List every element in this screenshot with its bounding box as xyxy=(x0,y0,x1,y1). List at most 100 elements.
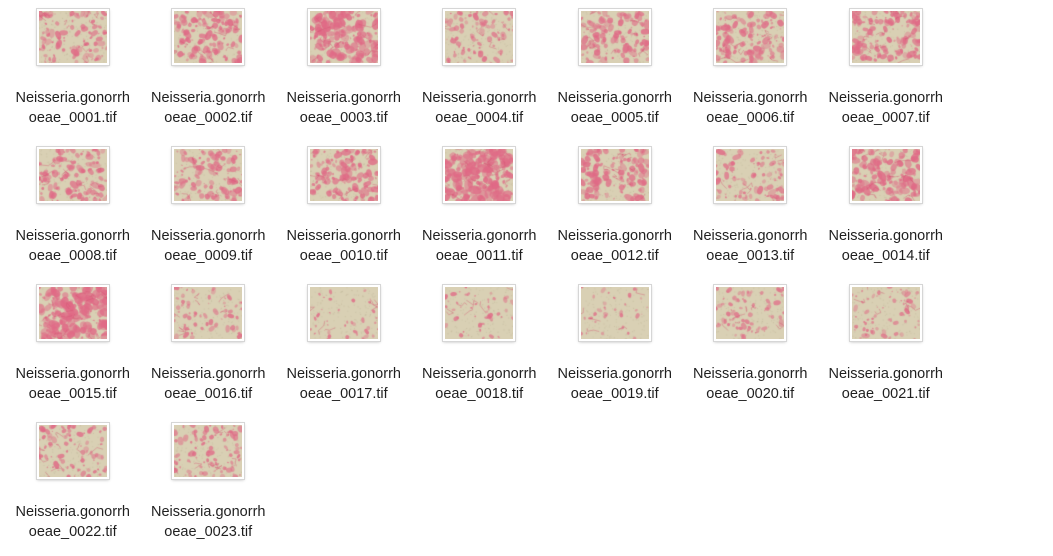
micrograph-thumbnail-icon[interactable] xyxy=(172,423,245,479)
file-name-label[interactable]: Neisseria.gonorrh oeae_0019.tif xyxy=(547,364,682,404)
micrograph-thumbnail-icon[interactable] xyxy=(578,147,651,203)
file-name-line-1: Neisseria.gonorrh xyxy=(151,228,266,244)
file-item[interactable]: Neisseria.gonorrh oeae_0009.tif xyxy=(141,142,277,280)
micrograph-thumbnail-icon[interactable] xyxy=(849,9,922,65)
micrograph-thumbnail-icon[interactable] xyxy=(714,285,787,341)
file-item[interactable]: Neisseria.gonorrh oeae_0005.tif xyxy=(547,4,683,142)
file-name-label[interactable]: Neisseria.gonorrh oeae_0007.tif xyxy=(818,88,953,128)
micrograph-thumbnail-icon[interactable] xyxy=(849,147,922,203)
micrograph-thumbnail-icon[interactable] xyxy=(578,9,651,65)
file-name-label[interactable]: Neisseria.gonorrh oeae_0003.tif xyxy=(276,88,411,128)
micrograph-thumbnail-icon[interactable] xyxy=(849,285,922,341)
file-item[interactable]: Neisseria.gonorrh oeae_0021.tif xyxy=(818,280,954,418)
micrograph-thumbnail-icon[interactable] xyxy=(714,147,787,203)
micrograph-thumbnail-icon[interactable] xyxy=(172,285,245,341)
thumbnail-container xyxy=(547,142,682,214)
file-name-line-2: oeae_0001.tif xyxy=(28,110,117,126)
file-name-line-1: Neisseria.gonorrh xyxy=(422,90,537,106)
micrograph-thumbnail-icon[interactable] xyxy=(36,423,109,479)
file-item[interactable]: Neisseria.gonorrh oeae_0002.tif xyxy=(141,4,277,142)
file-name-label[interactable]: Neisseria.gonorrh oeae_0023.tif xyxy=(141,502,276,542)
file-item[interactable]: Neisseria.gonorrh oeae_0010.tif xyxy=(276,142,412,280)
file-name-line-1: Neisseria.gonorrh xyxy=(15,366,130,382)
micrograph-thumbnail-icon[interactable] xyxy=(578,285,651,341)
file-item[interactable]: Neisseria.gonorrh oeae_0007.tif xyxy=(818,4,954,142)
thumbnail-container xyxy=(412,142,547,214)
micrograph-thumbnail-icon[interactable] xyxy=(714,9,787,65)
file-name-label[interactable]: Neisseria.gonorrh oeae_0006.tif xyxy=(683,88,818,128)
file-item[interactable]: Neisseria.gonorrh oeae_0023.tif xyxy=(141,418,277,556)
file-name-label[interactable]: Neisseria.gonorrh oeae_0005.tif xyxy=(547,88,682,128)
file-name-line-2: oeae_0018.tif xyxy=(435,386,524,402)
file-item[interactable]: Neisseria.gonorrh oeae_0017.tif xyxy=(276,280,412,418)
file-name-label[interactable]: Neisseria.gonorrh oeae_0020.tif xyxy=(683,364,818,404)
micrograph-thumbnail-icon[interactable] xyxy=(36,285,109,341)
file-name-label[interactable]: Neisseria.gonorrh oeae_0015.tif xyxy=(5,364,140,404)
file-name-line-1: Neisseria.gonorrh xyxy=(693,228,808,244)
micrograph-thumbnail-icon[interactable] xyxy=(172,147,245,203)
file-item[interactable]: Neisseria.gonorrh oeae_0016.tif xyxy=(141,280,277,418)
file-item[interactable]: Neisseria.gonorrh oeae_0001.tif xyxy=(5,4,141,142)
file-name-label[interactable]: Neisseria.gonorrh oeae_0013.tif xyxy=(683,226,818,266)
file-item[interactable]: Neisseria.gonorrh oeae_0013.tif xyxy=(683,142,819,280)
micrograph-thumbnail-icon[interactable] xyxy=(307,147,380,203)
file-name-line-2: oeae_0013.tif xyxy=(706,248,795,264)
file-item[interactable]: Neisseria.gonorrh oeae_0008.tif xyxy=(5,142,141,280)
file-name-label[interactable]: Neisseria.gonorrh oeae_0004.tif xyxy=(412,88,547,128)
file-name-line-1: Neisseria.gonorrh xyxy=(557,366,672,382)
file-grid: Neisseria.gonorrh oeae_0001.tif Neisseria.… xyxy=(5,4,955,556)
file-item[interactable]: Neisseria.gonorrh oeae_0006.tif xyxy=(683,4,819,142)
file-item[interactable]: Neisseria.gonorrh oeae_0020.tif xyxy=(683,280,819,418)
file-name-label[interactable]: Neisseria.gonorrh oeae_0001.tif xyxy=(5,88,140,128)
file-name-label[interactable]: Neisseria.gonorrh oeae_0022.tif xyxy=(5,502,140,542)
file-name-line-2: oeae_0022.tif xyxy=(28,524,117,540)
file-name-line-1: Neisseria.gonorrh xyxy=(15,90,130,106)
thumbnail-container xyxy=(412,4,547,76)
file-name-label[interactable]: Neisseria.gonorrh oeae_0009.tif xyxy=(141,226,276,266)
file-name-line-2: oeae_0010.tif xyxy=(299,248,388,264)
file-name-label[interactable]: Neisseria.gonorrh oeae_0016.tif xyxy=(141,364,276,404)
file-item[interactable]: Neisseria.gonorrh oeae_0018.tif xyxy=(412,280,548,418)
file-name-label[interactable]: Neisseria.gonorrh oeae_0021.tif xyxy=(818,364,953,404)
micrograph-thumbnail-icon[interactable] xyxy=(172,9,245,65)
file-name-label[interactable]: Neisseria.gonorrh oeae_0002.tif xyxy=(141,88,276,128)
micrograph-thumbnail-icon[interactable] xyxy=(443,147,516,203)
file-item[interactable]: Neisseria.gonorrh oeae_0012.tif xyxy=(547,142,683,280)
thumbnail-container xyxy=(5,418,140,490)
thumbnail-container xyxy=(412,280,547,352)
thumbnail-container xyxy=(683,4,818,76)
file-name-line-1: Neisseria.gonorrh xyxy=(15,504,130,520)
file-name-line-1: Neisseria.gonorrh xyxy=(422,228,537,244)
file-name-label[interactable]: Neisseria.gonorrh oeae_0011.tif xyxy=(412,226,547,266)
file-name-label[interactable]: Neisseria.gonorrh oeae_0014.tif xyxy=(818,226,953,266)
micrograph-thumbnail-icon[interactable] xyxy=(443,285,516,341)
micrograph-thumbnail-icon[interactable] xyxy=(307,9,380,65)
thumbnail-container xyxy=(683,142,818,214)
file-name-label[interactable]: Neisseria.gonorrh oeae_0018.tif xyxy=(412,364,547,404)
thumbnail-container xyxy=(276,280,411,352)
file-name-line-1: Neisseria.gonorrh xyxy=(151,504,266,520)
micrograph-thumbnail-icon[interactable] xyxy=(443,9,516,65)
file-item[interactable]: Neisseria.gonorrh oeae_0003.tif xyxy=(276,4,412,142)
micrograph-thumbnail-icon[interactable] xyxy=(36,9,109,65)
micrograph-thumbnail-icon[interactable] xyxy=(36,147,109,203)
file-name-label[interactable]: Neisseria.gonorrh oeae_0017.tif xyxy=(276,364,411,404)
file-item[interactable]: Neisseria.gonorrh oeae_0011.tif xyxy=(412,142,548,280)
file-item[interactable]: Neisseria.gonorrh oeae_0004.tif xyxy=(412,4,548,142)
thumbnail-container xyxy=(141,142,276,214)
file-name-line-2: oeae_0006.tif xyxy=(706,110,795,126)
thumbnail-container xyxy=(818,4,953,76)
thumbnail-container xyxy=(818,142,953,214)
file-name-line-1: Neisseria.gonorrh xyxy=(151,90,266,106)
file-name-line-2: oeae_0016.tif xyxy=(164,386,253,402)
micrograph-thumbnail-icon[interactable] xyxy=(307,285,380,341)
file-item[interactable]: Neisseria.gonorrh oeae_0019.tif xyxy=(547,280,683,418)
file-item[interactable]: Neisseria.gonorrh oeae_0022.tif xyxy=(5,418,141,556)
thumbnail-container xyxy=(276,4,411,76)
file-item[interactable]: Neisseria.gonorrh oeae_0015.tif xyxy=(5,280,141,418)
file-name-label[interactable]: Neisseria.gonorrh oeae_0010.tif xyxy=(276,226,411,266)
file-name-line-2: oeae_0020.tif xyxy=(706,386,795,402)
file-item[interactable]: Neisseria.gonorrh oeae_0014.tif xyxy=(818,142,954,280)
file-name-label[interactable]: Neisseria.gonorrh oeae_0008.tif xyxy=(5,226,140,266)
file-name-label[interactable]: Neisseria.gonorrh oeae_0012.tif xyxy=(547,226,682,266)
